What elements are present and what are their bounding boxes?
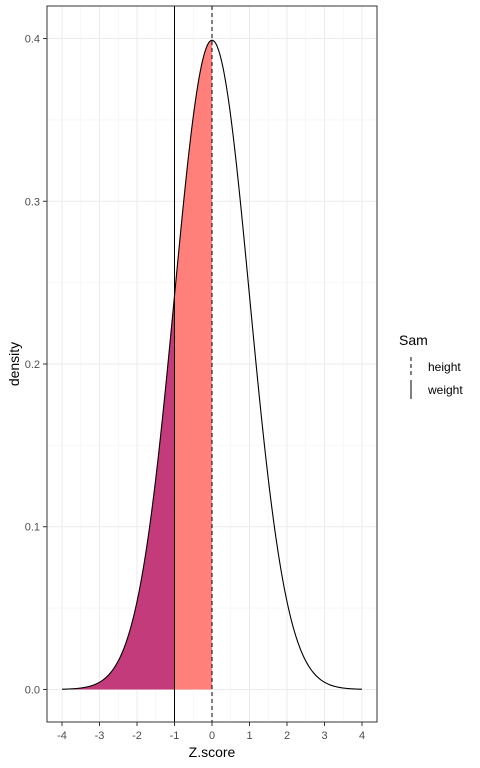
legend-title: Sam	[399, 332, 428, 348]
x-tick-label: -2	[132, 730, 142, 742]
y-tick-label: 0.0	[25, 684, 40, 696]
y-tick-label: 0.4	[25, 34, 40, 46]
x-tick-label: -1	[170, 730, 180, 742]
x-axis-title: Z.score	[189, 744, 236, 760]
y-tick-label: 0.3	[25, 196, 40, 208]
x-tick-label: 1	[246, 730, 252, 742]
shaded-region-1	[62, 295, 175, 690]
x-tick-label: 3	[321, 730, 327, 742]
y-axis-ticks: 0.0 0.1 0.2 0.3 0.4	[25, 34, 47, 696]
legend: Sam height weight	[399, 332, 463, 399]
legend-label-height: height	[428, 360, 461, 374]
x-axis-ticks: -4 -3 -2 -1 0 1 2 3 4	[57, 722, 365, 742]
y-axis-title: density	[6, 342, 22, 386]
y-tick-label: 0.2	[25, 359, 40, 371]
legend-label-weight: weight	[427, 383, 463, 397]
x-tick-label: 2	[284, 730, 290, 742]
x-tick-label: 0	[209, 730, 215, 742]
y-tick-label: 0.1	[25, 522, 40, 534]
density-curve	[61, 39, 363, 690]
x-tick-label: 4	[359, 730, 365, 742]
reference-lines	[174, 6, 213, 722]
x-tick-label: -3	[95, 730, 105, 742]
x-tick-label: -4	[57, 730, 67, 742]
